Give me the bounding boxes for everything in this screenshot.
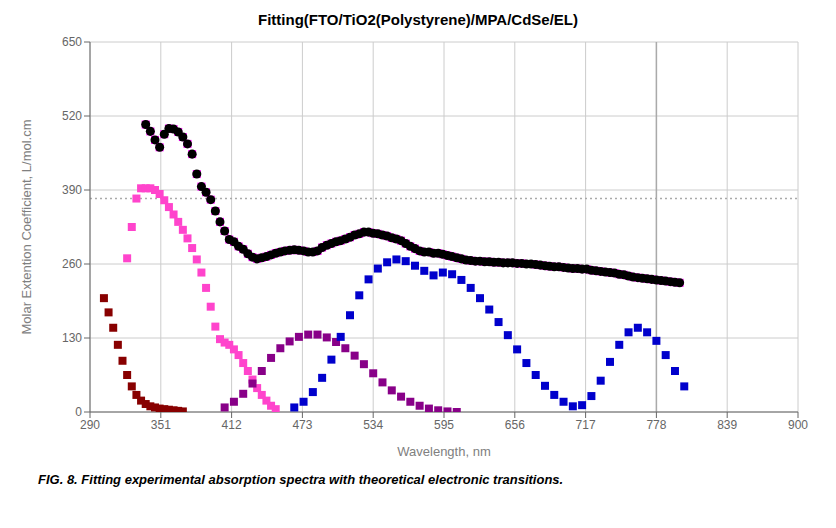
html-text:Fitting(FTO/TiO2(Polystyrene)/: Fitting(FTO/TiO2(Polystyrene)/MPA/CdSe/E… — [258, 11, 578, 28]
svg-text:0: 0 — [75, 405, 82, 419]
svg-text:534: 534 — [363, 418, 383, 432]
svg-text:839: 839 — [717, 418, 737, 432]
svg-text:412: 412 — [222, 418, 242, 432]
svg-text:351: 351 — [151, 418, 171, 432]
svg-text:656: 656 — [505, 418, 525, 432]
svg-text:520: 520 — [62, 109, 82, 123]
svg-text:130: 130 — [62, 331, 82, 345]
svg-text:290: 290 — [80, 418, 100, 432]
svg-text:Wavelength, nm: Wavelength, nm — [397, 444, 490, 459]
svg-text:717: 717 — [576, 418, 596, 432]
svg-text:Molar Extention Coefficient, L: Molar Extention Coefficient, L/mol.cm — [19, 119, 34, 334]
svg-text:260: 260 — [62, 257, 82, 271]
svg-text:390: 390 — [62, 183, 82, 197]
svg-text:650: 650 — [62, 35, 82, 49]
html-text:FIG. 8. Fitting experimental a: FIG. 8. Fitting experimental absorption … — [38, 472, 564, 487]
svg-text:473: 473 — [292, 418, 312, 432]
svg-text:900: 900 — [788, 418, 808, 432]
svg-text:595: 595 — [434, 418, 454, 432]
svg-text:778: 778 — [646, 418, 666, 432]
